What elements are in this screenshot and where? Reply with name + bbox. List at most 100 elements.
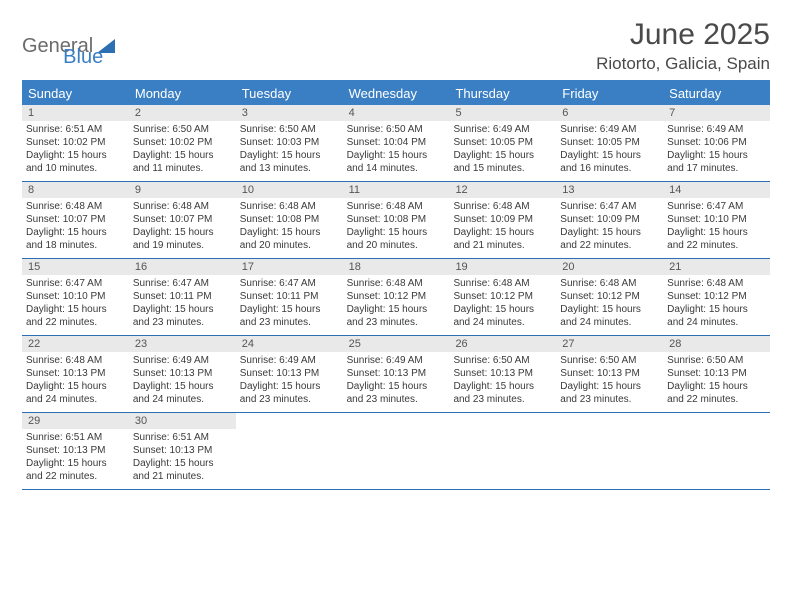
calendar-cell: 25Sunrise: 6:49 AMSunset: 10:13 PMDaylig… (343, 336, 450, 412)
sunrise-line: Sunrise: 6:49 AM (240, 354, 339, 367)
day-header-thu: Thursday (449, 82, 556, 105)
day-details: Sunrise: 6:49 AMSunset: 10:06 PMDaylight… (663, 121, 770, 181)
sunset-line: Sunset: 10:13 PM (133, 367, 232, 380)
calendar-cell: 6Sunrise: 6:49 AMSunset: 10:05 PMDayligh… (556, 105, 663, 181)
daylight-line: Daylight: 15 hours and 22 minutes. (667, 226, 766, 252)
day-details: Sunrise: 6:49 AMSunset: 10:13 PMDaylight… (236, 352, 343, 412)
calendar-cell: 29Sunrise: 6:51 AMSunset: 10:13 PMDaylig… (22, 413, 129, 489)
header-row: General Blue June 2025 Riotorto, Galicia… (22, 18, 770, 74)
day-number: 27 (556, 336, 663, 352)
sunset-line: Sunset: 10:04 PM (347, 136, 446, 149)
sunset-line: Sunset: 10:13 PM (453, 367, 552, 380)
day-number: 20 (556, 259, 663, 275)
sunrise-line: Sunrise: 6:49 AM (133, 354, 232, 367)
week-row: 15Sunrise: 6:47 AMSunset: 10:10 PMDaylig… (22, 259, 770, 336)
daylight-line: Daylight: 15 hours and 18 minutes. (26, 226, 125, 252)
calendar-cell: 16Sunrise: 6:47 AMSunset: 10:11 PMDaylig… (129, 259, 236, 335)
sunset-line: Sunset: 10:05 PM (560, 136, 659, 149)
daylight-line: Daylight: 15 hours and 23 minutes. (240, 303, 339, 329)
day-details: Sunrise: 6:47 AMSunset: 10:11 PMDaylight… (236, 275, 343, 335)
day-number: 23 (129, 336, 236, 352)
sunrise-line: Sunrise: 6:48 AM (347, 277, 446, 290)
daylight-line: Daylight: 15 hours and 24 minutes. (667, 303, 766, 329)
sunrise-line: Sunrise: 6:48 AM (133, 200, 232, 213)
sunrise-line: Sunrise: 6:50 AM (560, 354, 659, 367)
day-details: Sunrise: 6:48 AMSunset: 10:12 PMDaylight… (343, 275, 450, 335)
daylight-line: Daylight: 15 hours and 17 minutes. (667, 149, 766, 175)
page: General Blue June 2025 Riotorto, Galicia… (0, 0, 792, 490)
day-details: Sunrise: 6:49 AMSunset: 10:05 PMDaylight… (556, 121, 663, 181)
sunset-line: Sunset: 10:13 PM (26, 367, 125, 380)
sunset-line: Sunset: 10:13 PM (347, 367, 446, 380)
day-number: 8 (22, 182, 129, 198)
week-row: 8Sunrise: 6:48 AMSunset: 10:07 PMDayligh… (22, 182, 770, 259)
day-number: 9 (129, 182, 236, 198)
sunrise-line: Sunrise: 6:51 AM (26, 431, 125, 444)
sunset-line: Sunset: 10:13 PM (560, 367, 659, 380)
sunrise-line: Sunrise: 6:47 AM (560, 200, 659, 213)
daylight-line: Daylight: 15 hours and 24 minutes. (453, 303, 552, 329)
sunset-line: Sunset: 10:09 PM (560, 213, 659, 226)
sunrise-line: Sunrise: 6:48 AM (667, 277, 766, 290)
week-row: 22Sunrise: 6:48 AMSunset: 10:13 PMDaylig… (22, 336, 770, 413)
calendar-cell: 12Sunrise: 6:48 AMSunset: 10:09 PMDaylig… (449, 182, 556, 258)
calendar-cell: 11Sunrise: 6:48 AMSunset: 10:08 PMDaylig… (343, 182, 450, 258)
daylight-line: Daylight: 15 hours and 24 minutes. (560, 303, 659, 329)
sunrise-line: Sunrise: 6:48 AM (240, 200, 339, 213)
sunset-line: Sunset: 10:07 PM (26, 213, 125, 226)
day-number: 4 (343, 105, 450, 121)
daylight-line: Daylight: 15 hours and 24 minutes. (26, 380, 125, 406)
sunset-line: Sunset: 10:08 PM (347, 213, 446, 226)
sunset-line: Sunset: 10:13 PM (667, 367, 766, 380)
daylight-line: Daylight: 15 hours and 19 minutes. (133, 226, 232, 252)
day-details: Sunrise: 6:48 AMSunset: 10:08 PMDaylight… (343, 198, 450, 258)
sunrise-line: Sunrise: 6:47 AM (667, 200, 766, 213)
day-number: 1 (22, 105, 129, 121)
daylight-line: Daylight: 15 hours and 20 minutes. (347, 226, 446, 252)
day-details: Sunrise: 6:51 AMSunset: 10:13 PMDaylight… (22, 429, 129, 489)
day-number: 29 (22, 413, 129, 429)
day-number: 3 (236, 105, 343, 121)
day-number: 22 (22, 336, 129, 352)
day-details: Sunrise: 6:48 AMSunset: 10:08 PMDaylight… (236, 198, 343, 258)
calendar-cell: 9Sunrise: 6:48 AMSunset: 10:07 PMDayligh… (129, 182, 236, 258)
sunset-line: Sunset: 10:02 PM (26, 136, 125, 149)
day-details: Sunrise: 6:47 AMSunset: 10:10 PMDaylight… (663, 198, 770, 258)
calendar-cell: 5Sunrise: 6:49 AMSunset: 10:05 PMDayligh… (449, 105, 556, 181)
sunrise-line: Sunrise: 6:49 AM (347, 354, 446, 367)
day-number: 24 (236, 336, 343, 352)
calendar: Sunday Monday Tuesday Wednesday Thursday… (22, 80, 770, 490)
day-details: Sunrise: 6:48 AMSunset: 10:13 PMDaylight… (22, 352, 129, 412)
calendar-cell (236, 413, 343, 489)
daylight-line: Daylight: 15 hours and 24 minutes. (133, 380, 232, 406)
day-details: Sunrise: 6:48 AMSunset: 10:12 PMDaylight… (663, 275, 770, 335)
calendar-cell: 15Sunrise: 6:47 AMSunset: 10:10 PMDaylig… (22, 259, 129, 335)
daylight-line: Daylight: 15 hours and 23 minutes. (240, 380, 339, 406)
daylight-line: Daylight: 15 hours and 14 minutes. (347, 149, 446, 175)
sunset-line: Sunset: 10:13 PM (240, 367, 339, 380)
day-details: Sunrise: 6:50 AMSunset: 10:03 PMDaylight… (236, 121, 343, 181)
calendar-cell: 18Sunrise: 6:48 AMSunset: 10:12 PMDaylig… (343, 259, 450, 335)
sunset-line: Sunset: 10:05 PM (453, 136, 552, 149)
day-number: 28 (663, 336, 770, 352)
sunset-line: Sunset: 10:10 PM (667, 213, 766, 226)
daylight-line: Daylight: 15 hours and 23 minutes. (453, 380, 552, 406)
sunrise-line: Sunrise: 6:50 AM (347, 123, 446, 136)
sunset-line: Sunset: 10:11 PM (133, 290, 232, 303)
day-number: 10 (236, 182, 343, 198)
calendar-cell (343, 413, 450, 489)
day-number: 26 (449, 336, 556, 352)
day-details: Sunrise: 6:47 AMSunset: 10:11 PMDaylight… (129, 275, 236, 335)
day-header-fri: Friday (556, 82, 663, 105)
sunrise-line: Sunrise: 6:50 AM (240, 123, 339, 136)
daylight-line: Daylight: 15 hours and 21 minutes. (133, 457, 232, 483)
calendar-cell: 3Sunrise: 6:50 AMSunset: 10:03 PMDayligh… (236, 105, 343, 181)
day-header-sun: Sunday (22, 82, 129, 105)
calendar-cell: 20Sunrise: 6:48 AMSunset: 10:12 PMDaylig… (556, 259, 663, 335)
day-details: Sunrise: 6:50 AMSunset: 10:02 PMDaylight… (129, 121, 236, 181)
sunrise-line: Sunrise: 6:51 AM (26, 123, 125, 136)
day-number: 18 (343, 259, 450, 275)
sunset-line: Sunset: 10:12 PM (667, 290, 766, 303)
location-label: Riotorto, Galicia, Spain (596, 54, 770, 74)
day-details: Sunrise: 6:49 AMSunset: 10:05 PMDaylight… (449, 121, 556, 181)
